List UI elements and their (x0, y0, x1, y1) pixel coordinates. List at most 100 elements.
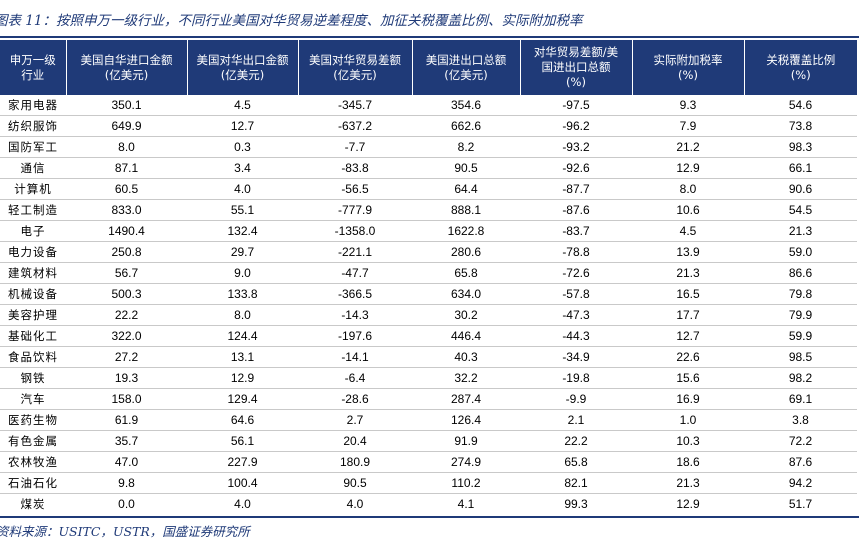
value-cell: 21.3 (744, 220, 857, 242)
value-cell: 22.2 (66, 304, 187, 326)
value-cell: 12.9 (632, 157, 744, 179)
industry-cell: 石油石化 (0, 472, 66, 494)
table-row: 轻工制造 833.0 55.1 -777.9 888.1 -87.6 10.6 54.5 (0, 199, 857, 221)
value-cell: 100.4 (187, 472, 298, 494)
value-cell: 91.9 (412, 430, 520, 452)
industry-cell: 国防军工 (0, 136, 66, 158)
value-cell: 27.2 (66, 346, 187, 368)
column-header: 美国自华进口金额 (亿美元) (66, 40, 188, 95)
value-cell: 79.8 (744, 283, 857, 305)
value-cell: 2.7 (298, 409, 412, 431)
value-cell: 12.7 (187, 115, 298, 137)
value-cell: 98.3 (744, 136, 857, 158)
value-cell: 55.1 (187, 199, 298, 221)
value-cell: 69.1 (744, 388, 857, 410)
value-cell: -78.8 (520, 241, 632, 263)
industry-cell: 有色金属 (0, 430, 66, 452)
value-cell: 21.2 (632, 136, 744, 158)
value-cell: 3.8 (744, 409, 857, 431)
value-cell: 56.1 (187, 430, 298, 452)
value-cell: 56.7 (66, 262, 187, 284)
table-body: 家用电器 350.1 4.5 -345.7 354.6 -97.5 9.3 54.6 纺织服饰 6… (0, 95, 857, 514)
table-row: 煤炭 0.0 4.0 4.0 4.1 99.3 12.9 51.7 (0, 494, 857, 515)
value-cell: -83.7 (520, 220, 632, 242)
value-cell: 22.6 (632, 346, 744, 368)
value-cell: 634.0 (412, 283, 520, 305)
value-cell: 21.3 (632, 262, 744, 284)
value-cell: 110.2 (412, 472, 520, 494)
value-cell: 1622.8 (412, 220, 520, 242)
value-cell: 47.0 (66, 451, 187, 473)
column-header: 对华贸易差额/美 国进出口总额 (%) (520, 40, 633, 95)
value-cell: 86.6 (744, 262, 857, 284)
value-cell: 133.8 (187, 283, 298, 305)
industry-cell: 医药生物 (0, 409, 66, 431)
value-cell: 21.3 (632, 472, 744, 494)
value-cell: 13.1 (187, 346, 298, 368)
value-cell: 90.5 (298, 472, 412, 494)
value-cell: 60.5 (66, 178, 187, 200)
value-cell: -44.3 (520, 325, 632, 347)
value-cell: 19.3 (66, 367, 187, 389)
column-header: 美国对华出口金额 (亿美元) (187, 40, 299, 95)
column-header: 美国对华贸易差额 (亿美元) (298, 40, 413, 95)
value-cell: 30.2 (412, 304, 520, 326)
value-cell: 4.0 (234, 497, 251, 511)
value-cell: 51.7 (788, 497, 813, 511)
value-cell: 87.1 (66, 157, 187, 179)
value-cell: 1490.4 (66, 220, 187, 242)
value-cell: 9.8 (66, 472, 187, 494)
value-cell: 354.6 (412, 95, 520, 116)
value-cell: 54.5 (744, 199, 857, 221)
value-cell: 87.6 (744, 451, 857, 473)
value-cell: 649.9 (66, 115, 187, 137)
value-cell: 90.6 (744, 178, 857, 200)
value-cell: 350.1 (66, 95, 187, 116)
value-cell: 32.2 (412, 367, 520, 389)
value-cell: 280.6 (412, 241, 520, 263)
value-cell: 59.9 (744, 325, 857, 347)
value-cell: 8.0 (66, 136, 187, 158)
table-row: 美容护理 22.2 8.0 -14.3 30.2 -47.3 17.7 79.9 (0, 304, 857, 326)
value-cell: -6.4 (298, 367, 412, 389)
value-cell: -345.7 (298, 95, 412, 116)
value-cell: -777.9 (298, 199, 412, 221)
value-cell: -197.6 (298, 325, 412, 347)
value-cell: 72.2 (744, 430, 857, 452)
value-cell: -83.8 (298, 157, 412, 179)
value-cell: 833.0 (66, 199, 187, 221)
table-row: 家用电器 350.1 4.5 -345.7 354.6 -97.5 9.3 54.6 (0, 95, 857, 116)
value-cell: -72.6 (520, 262, 632, 284)
value-cell: 98.2 (744, 367, 857, 389)
value-cell: 98.5 (744, 346, 857, 368)
value-cell: -9.9 (520, 388, 632, 410)
column-header: 实际附加税率 (%) (632, 40, 745, 95)
column-header: 美国进出口总额 (亿美元) (412, 40, 521, 95)
industry-cell: 钢铁 (0, 367, 66, 389)
value-cell: 40.3 (412, 346, 520, 368)
value-cell: -19.8 (520, 367, 632, 389)
value-cell: 17.7 (632, 304, 744, 326)
value-cell: 227.9 (187, 451, 298, 473)
industry-cell: 煤炭 (20, 497, 46, 511)
value-cell: 54.6 (744, 95, 857, 116)
table-row: 基础化工 322.0 124.4 -197.6 446.4 -44.3 12.7 59.9 (0, 325, 857, 347)
industry-cell: 基础化工 (0, 325, 66, 347)
value-cell: 65.8 (412, 262, 520, 284)
value-cell: 132.4 (187, 220, 298, 242)
value-cell: -47.3 (520, 304, 632, 326)
value-cell: 8.0 (632, 178, 744, 200)
value-cell: 274.9 (412, 451, 520, 473)
value-cell: 180.9 (298, 451, 412, 473)
table-row: 钢铁 19.3 12.9 -6.4 32.2 -19.8 15.6 98.2 (0, 367, 857, 389)
figure-title: 图表 11：按照申万一级行业，不同行业美国对华贸易逆差程度、加征关税覆盖比例、实… (0, 13, 583, 29)
value-cell: 250.8 (66, 241, 187, 263)
value-cell: 1.0 (632, 409, 744, 431)
industry-cell: 通信 (0, 157, 66, 179)
value-cell: -221.1 (298, 241, 412, 263)
value-cell: 4.1 (457, 497, 475, 511)
bottom-rule (0, 516, 859, 518)
value-cell: 287.4 (412, 388, 520, 410)
value-cell: -1358.0 (298, 220, 412, 242)
